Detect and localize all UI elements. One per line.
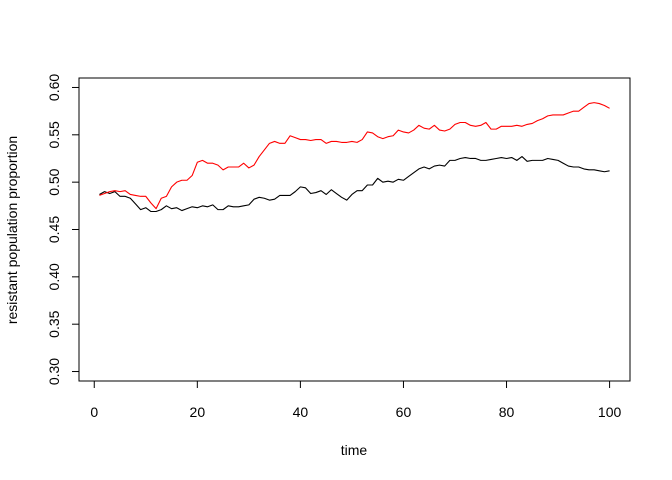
x-tick-label: 80 bbox=[499, 404, 515, 420]
x-tick-label: 0 bbox=[90, 404, 98, 420]
x-tick-label: 40 bbox=[293, 404, 309, 420]
series-layer bbox=[99, 102, 610, 213]
x-axis: 0 20 40 60 80 100 bbox=[90, 380, 622, 420]
series-line-black bbox=[99, 156, 610, 213]
series-line-red bbox=[99, 102, 610, 210]
y-tick-label: 0.50 bbox=[46, 168, 62, 195]
x-tick-label: 60 bbox=[396, 404, 412, 420]
plot-frame bbox=[78, 77, 631, 382]
y-tick-label: 0.45 bbox=[46, 216, 62, 243]
x-axis-label: time bbox=[341, 442, 368, 458]
y-tick-label: 0.55 bbox=[46, 121, 62, 148]
y-tick-label: 0.30 bbox=[46, 358, 62, 385]
y-axis: 0.30 0.35 0.40 0.45 0.50 0.55 0.60 bbox=[46, 74, 80, 385]
x-tick-label: 20 bbox=[190, 404, 206, 420]
y-tick-label: 0.35 bbox=[46, 310, 62, 337]
y-tick-label: 0.60 bbox=[46, 74, 62, 101]
x-tick-label: 100 bbox=[598, 404, 622, 420]
y-tick-label: 0.40 bbox=[46, 263, 62, 290]
y-axis-label: resistant population proportion bbox=[4, 136, 20, 324]
